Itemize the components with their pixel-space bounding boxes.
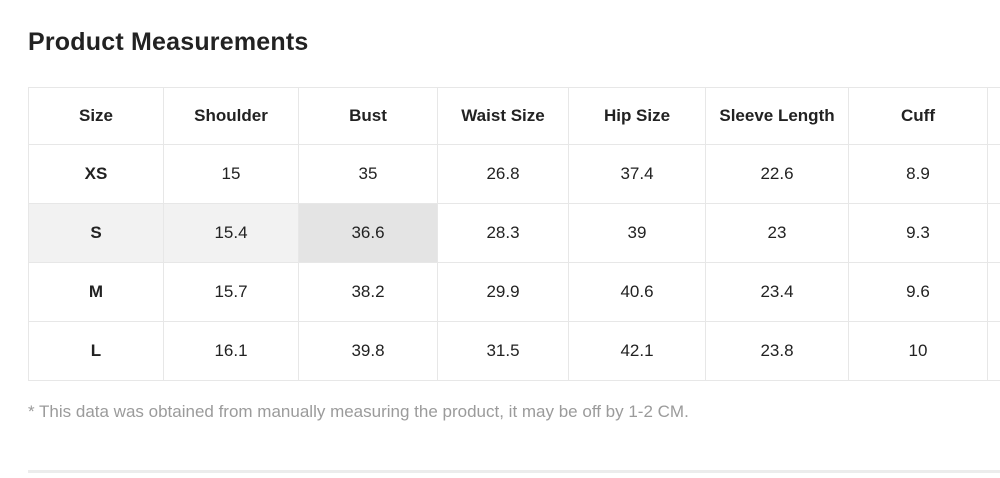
cell-xs-cuff: 8.9: [848, 144, 988, 204]
measurements-table-viewport: Size Shoulder Bust Waist Size Hip Size S…: [28, 87, 1000, 381]
size-label-l: L: [28, 321, 164, 381]
cell-m-sleeve: 23.4: [705, 262, 849, 322]
column-header-bust: Bust: [298, 87, 438, 145]
cell-s-sleeve: 23: [705, 203, 849, 263]
cell-s-shoulder: 15.4: [163, 203, 299, 263]
size-label-xs: XS: [28, 144, 164, 204]
cell-xs-waist: 26.8: [437, 144, 569, 204]
cell-xs-sleeve: 22.6: [705, 144, 849, 204]
cell-l-cutoff: [987, 321, 1000, 381]
page-title: Product Measurements: [28, 28, 309, 56]
table-row-xs: XS 15 35 26.8 37.4 22.6 8.9: [28, 144, 1000, 204]
cell-m-cutoff: [987, 262, 1000, 322]
table-header-row: Size Shoulder Bust Waist Size Hip Size S…: [28, 87, 1000, 145]
cell-xs-shoulder: 15: [163, 144, 299, 204]
column-header-shoulder: Shoulder: [163, 87, 299, 145]
size-label-m: M: [28, 262, 164, 322]
cell-s-cutoff: [987, 203, 1000, 263]
table-row-m: M 15.7 38.2 29.9 40.6 23.4 9.6: [28, 262, 1000, 322]
cell-s-waist: 28.3: [437, 203, 569, 263]
column-header-cuff: Cuff: [848, 87, 988, 145]
column-header-size: Size: [28, 87, 164, 145]
measurements-table: Size Shoulder Bust Waist Size Hip Size S…: [28, 87, 1000, 381]
cell-m-bust: 38.2: [298, 262, 438, 322]
column-header-cutoff: [987, 87, 1000, 145]
table-row-l: L 16.1 39.8 31.5 42.1 23.8 10: [28, 321, 1000, 381]
cell-l-hip: 42.1: [568, 321, 706, 381]
cell-xs-bust: 35: [298, 144, 438, 204]
cell-s-hip: 39: [568, 203, 706, 263]
cell-l-sleeve: 23.8: [705, 321, 849, 381]
cell-m-shoulder: 15.7: [163, 262, 299, 322]
column-header-sleeve-length: Sleeve Length: [705, 87, 849, 145]
cell-m-cuff: 9.6: [848, 262, 988, 322]
measurement-disclaimer-note: * This data was obtained from manually m…: [28, 402, 689, 421]
cell-l-shoulder: 16.1: [163, 321, 299, 381]
cell-l-cuff: 10: [848, 321, 988, 381]
cell-m-waist: 29.9: [437, 262, 569, 322]
column-header-waist-size: Waist Size: [437, 87, 569, 145]
cell-xs-hip: 37.4: [568, 144, 706, 204]
column-header-hip-size: Hip Size: [568, 87, 706, 145]
cell-s-cuff: 9.3: [848, 203, 988, 263]
cell-m-hip: 40.6: [568, 262, 706, 322]
cell-l-waist: 31.5: [437, 321, 569, 381]
cell-xs-cutoff: [987, 144, 1000, 204]
size-label-s: S: [28, 203, 164, 263]
cell-l-bust: 39.8: [298, 321, 438, 381]
table-row-s: S 15.4 36.6 28.3 39 23 9.3: [28, 203, 1000, 263]
bottom-divider: [28, 470, 1000, 473]
cell-s-bust-highlighted: 36.6: [298, 203, 438, 263]
